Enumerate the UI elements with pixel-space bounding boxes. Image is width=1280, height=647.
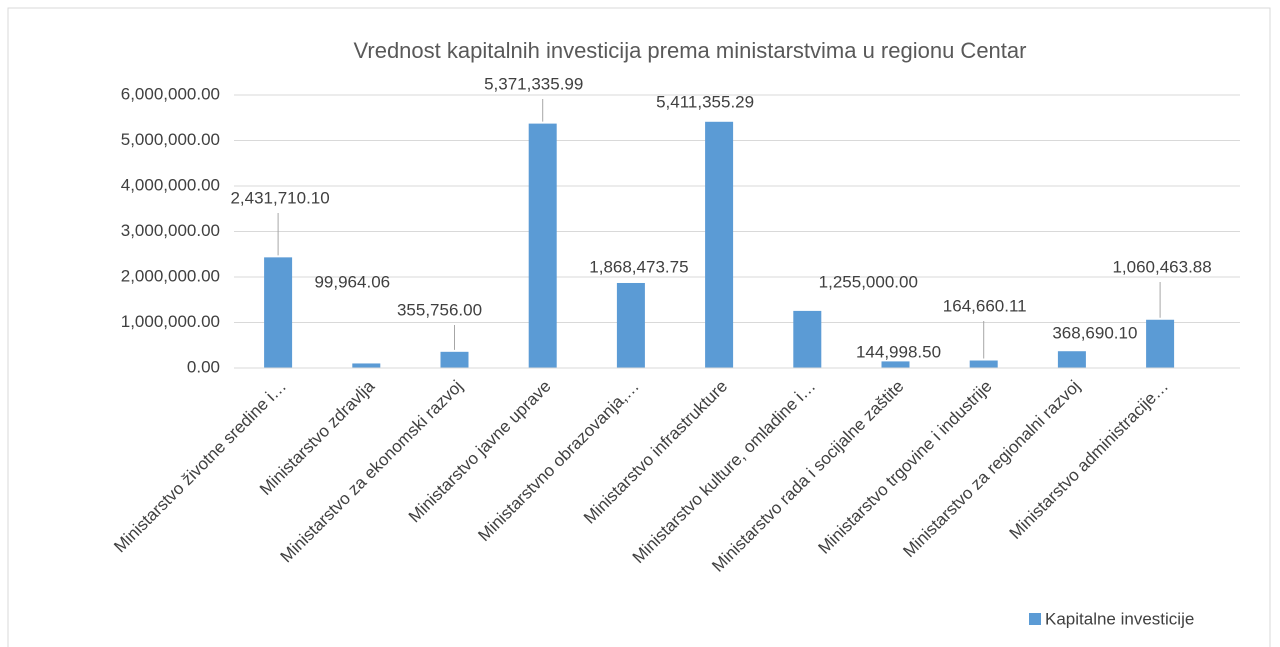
- y-tick-label: 5,000,000.00: [121, 130, 220, 149]
- data-label: 1,868,473.75: [589, 257, 688, 276]
- y-tick-label: 2,000,000.00: [121, 266, 220, 285]
- bar: [528, 123, 557, 368]
- data-label: 5,371,335.99: [484, 74, 583, 93]
- bar: [881, 361, 910, 368]
- y-tick-label: 1,000,000.00: [121, 312, 220, 331]
- data-label: 99,964.06: [314, 272, 390, 291]
- data-label: 2,431,710.10: [230, 188, 329, 207]
- bar: [705, 121, 734, 369]
- chart-title: Vrednost kapitalnih investicija prema mi…: [354, 38, 1027, 63]
- y-tick-label: 6,000,000.00: [121, 84, 220, 103]
- data-label: 355,756.00: [397, 300, 482, 319]
- bar: [264, 257, 293, 368]
- bar: [1057, 351, 1086, 368]
- bar: [793, 310, 822, 368]
- data-label: 1,060,463.88: [1112, 257, 1211, 276]
- bar: [352, 363, 381, 368]
- legend-label: Kapitalne investicije: [1045, 609, 1194, 628]
- bar: [1146, 319, 1175, 368]
- data-label: 5,411,355.29: [656, 92, 754, 111]
- bar: [440, 351, 469, 368]
- y-tick-label: 0.00: [187, 357, 220, 376]
- y-tick-label: 3,000,000.00: [121, 221, 220, 240]
- legend-swatch: [1029, 613, 1041, 625]
- y-tick-label: 4,000,000.00: [121, 175, 220, 194]
- bar: [969, 360, 998, 368]
- data-label: 164,660.11: [943, 296, 1027, 315]
- data-label: 1,255,000.00: [819, 272, 918, 291]
- data-label: 368,690.10: [1052, 323, 1137, 342]
- data-label: 144,998.50: [856, 342, 941, 361]
- bar: [616, 282, 645, 368]
